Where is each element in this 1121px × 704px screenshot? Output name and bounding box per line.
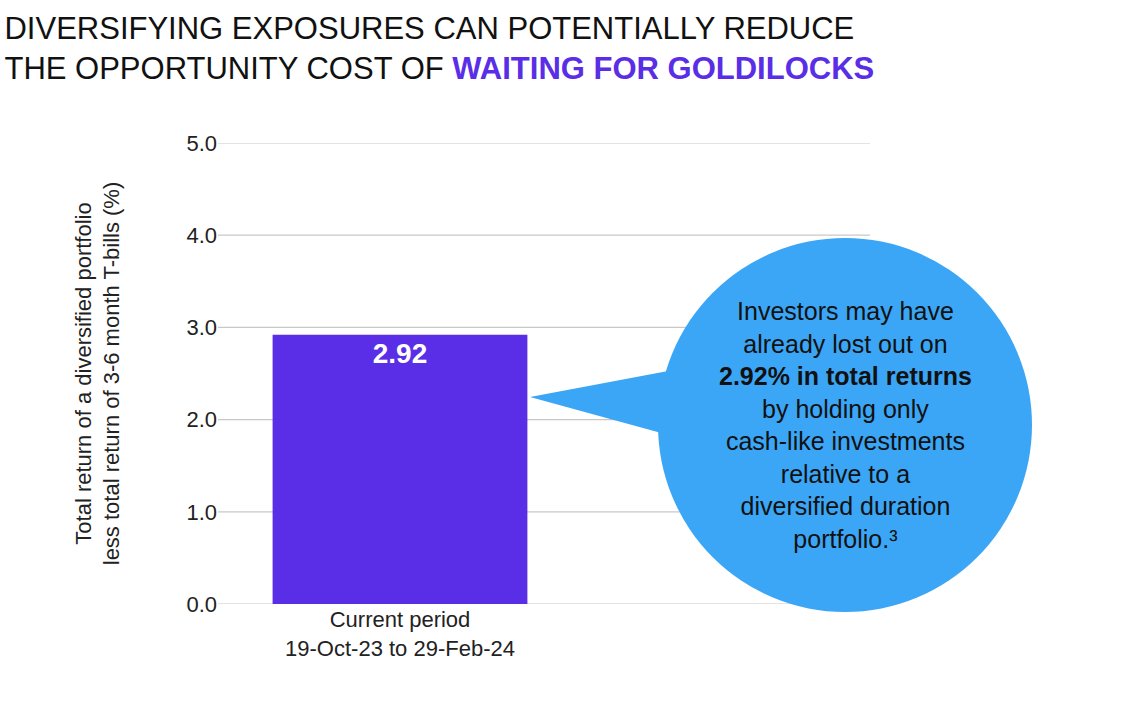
svg-text:DIVERSIFYING EXPOSURES CAN POT: DIVERSIFYING EXPOSURES CAN POTENTIALLY R… <box>4 11 874 86</box>
svg-text:5.0: 5.0 <box>186 131 217 156</box>
svg-text:0.0: 0.0 <box>186 592 217 617</box>
svg-text:Investors may havealready lost: Investors may havealready lost out on2.9… <box>719 297 972 553</box>
svg-text:2.0: 2.0 <box>186 407 217 432</box>
svg-text:2.92: 2.92 <box>373 338 428 369</box>
svg-text:Current period19-Oct-23 to 29-: Current period19-Oct-23 to 29-Feb-24 <box>285 607 515 661</box>
svg-text:1.0: 1.0 <box>186 500 217 525</box>
svg-text:Total return of a diversified: Total return of a diversified portfoliol… <box>71 182 125 566</box>
svg-text:3.0: 3.0 <box>186 315 217 340</box>
svg-text:4.0: 4.0 <box>186 223 217 248</box>
